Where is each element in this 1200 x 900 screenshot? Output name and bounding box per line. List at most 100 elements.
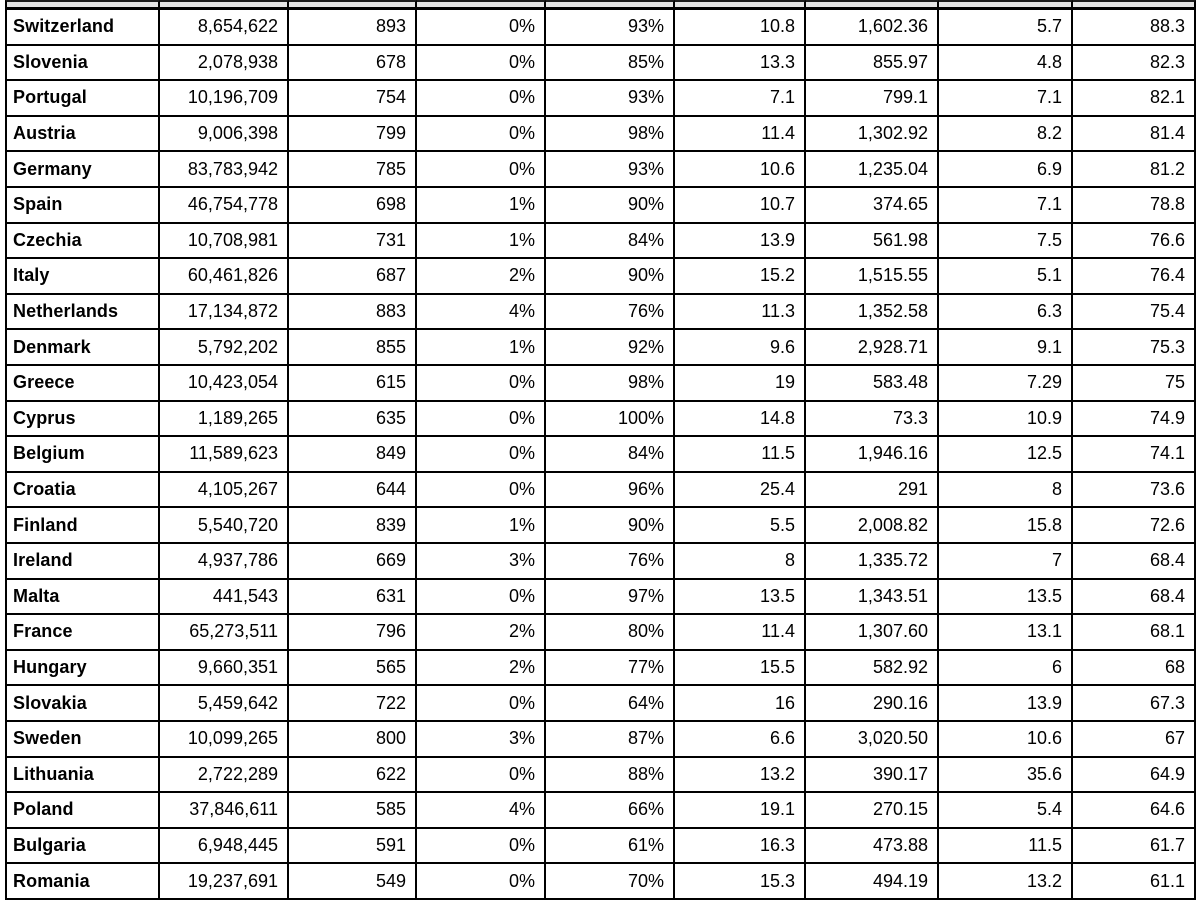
value-cell: 10.6 [675,152,806,188]
value-cell: 0% [417,10,546,46]
value-cell: 4% [417,294,546,331]
value-cell: 13.9 [939,686,1073,722]
value-cell: 70% [546,864,675,900]
table-row: Slovakia 5,459,642 722 0% 64% 16 290.16 … [5,686,1196,722]
table-row: Croatia 4,105,267 644 0% 96% 25.4 291 8 … [5,472,1196,509]
value-cell: 66% [546,793,675,829]
value-cell: 8,654,622 [160,10,289,46]
value-cell: 1,515.55 [806,259,939,295]
value-cell: 4.8 [939,45,1073,82]
country-cell: Austria [5,116,160,153]
country-cell: France [5,615,160,651]
table-row: France 65,273,511 796 2% 80% 11.4 1,307.… [5,615,1196,651]
value-cell: 61% [546,828,675,865]
value-cell: 98% [546,116,675,153]
value-cell: 14.8 [675,401,806,438]
value-cell: 0% [417,437,546,473]
value-cell: 64.9 [1073,757,1196,794]
value-cell: 644 [289,472,417,509]
value-cell: 5,459,642 [160,686,289,722]
value-cell: 0% [417,81,546,117]
value-cell: 90% [546,259,675,295]
value-cell: 1,189,265 [160,401,289,438]
country-cell: Slovakia [5,686,160,722]
value-cell: 799.1 [806,81,939,117]
value-cell: 2,078,938 [160,45,289,82]
value-cell: 81.4 [1073,116,1196,153]
value-cell: 13.2 [939,864,1073,900]
country-cell: Greece [5,365,160,402]
country-cell: Ireland [5,543,160,580]
value-cell: 10,196,709 [160,81,289,117]
value-cell: 76.4 [1073,259,1196,295]
value-cell: 13.9 [675,223,806,260]
table-row: Finland 5,540,720 839 1% 90% 5.5 2,008.8… [5,508,1196,544]
value-cell: 72.6 [1073,508,1196,544]
value-cell: 11.4 [675,615,806,651]
value-cell: 2,928.71 [806,330,939,366]
country-cell: Denmark [5,330,160,366]
value-cell: 7.29 [939,365,1073,402]
value-cell: 678 [289,45,417,82]
value-cell: 1,302.92 [806,116,939,153]
value-cell: 0% [417,152,546,188]
value-cell: 100% [546,401,675,438]
country-cell: Finland [5,508,160,544]
country-cell: Spain [5,187,160,224]
value-cell: 83,783,942 [160,152,289,188]
value-cell: 97% [546,579,675,616]
value-cell: 6.6 [675,721,806,758]
value-cell: 800 [289,721,417,758]
value-cell: 565 [289,650,417,687]
value-cell: 5.5 [675,508,806,544]
value-cell: 1,352.58 [806,294,939,331]
value-cell: 77% [546,650,675,687]
value-cell: 2% [417,650,546,687]
table-row: Greece 10,423,054 615 0% 98% 19 583.48 7… [5,365,1196,402]
value-cell: 2% [417,259,546,295]
value-cell: 0% [417,828,546,865]
value-cell: 4,937,786 [160,543,289,580]
value-cell: 10.9 [939,401,1073,438]
country-cell: Switzerland [5,10,160,46]
header-cell [160,0,289,10]
value-cell: 585 [289,793,417,829]
value-cell: 839 [289,508,417,544]
value-cell: 68.4 [1073,579,1196,616]
country-cell: Portugal [5,81,160,117]
value-cell: 65,273,511 [160,615,289,651]
value-cell: 0% [417,472,546,509]
header-cell [939,0,1073,10]
value-cell: 93% [546,152,675,188]
value-cell: 74.1 [1073,437,1196,473]
value-cell: 7.1 [939,81,1073,117]
value-cell: 80% [546,615,675,651]
value-cell: 3% [417,721,546,758]
value-cell: 11.5 [939,828,1073,865]
table-row: Romania 19,237,691 549 0% 70% 15.3 494.1… [5,864,1196,900]
value-cell: 82.3 [1073,45,1196,82]
value-cell: 9,006,398 [160,116,289,153]
value-cell: 799 [289,116,417,153]
value-cell: 90% [546,508,675,544]
value-cell: 615 [289,365,417,402]
value-cell: 10,423,054 [160,365,289,402]
value-cell: 722 [289,686,417,722]
value-cell: 669 [289,543,417,580]
value-cell: 855 [289,330,417,366]
value-cell: 78.8 [1073,187,1196,224]
value-cell: 10,099,265 [160,721,289,758]
value-cell: 16 [675,686,806,722]
value-cell: 75.3 [1073,330,1196,366]
header-cell [675,0,806,10]
value-cell: 61.7 [1073,828,1196,865]
value-cell: 75 [1073,365,1196,402]
value-cell: 1,343.51 [806,579,939,616]
table-row: Bulgaria 6,948,445 591 0% 61% 16.3 473.8… [5,828,1196,865]
country-cell: Hungary [5,650,160,687]
value-cell: 13.5 [939,579,1073,616]
value-cell: 87% [546,721,675,758]
value-cell: 290.16 [806,686,939,722]
value-cell: 582.92 [806,650,939,687]
value-cell: 1% [417,508,546,544]
